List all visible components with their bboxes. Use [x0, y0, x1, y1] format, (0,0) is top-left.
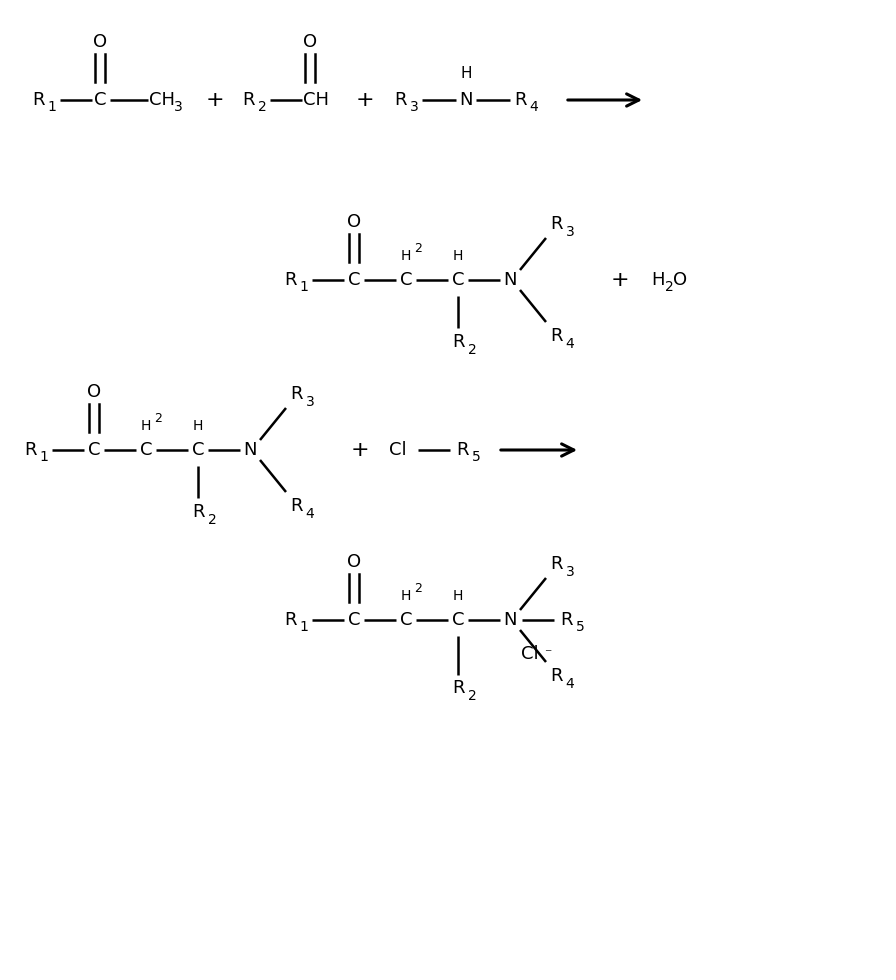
Text: 2: 2 — [208, 513, 216, 527]
Text: 2: 2 — [665, 280, 674, 294]
Text: R: R — [242, 91, 254, 109]
Text: 4: 4 — [565, 677, 574, 691]
Text: 5: 5 — [575, 620, 584, 634]
Text: O: O — [93, 33, 107, 51]
Text: R: R — [24, 441, 36, 459]
Text: H: H — [452, 589, 463, 603]
Text: R: R — [550, 215, 563, 233]
Text: 1: 1 — [39, 450, 48, 464]
Text: 3: 3 — [174, 100, 183, 114]
Text: R: R — [393, 91, 406, 109]
Text: R: R — [31, 91, 44, 109]
Text: 3: 3 — [306, 395, 314, 409]
Text: N: N — [460, 91, 473, 109]
Text: 4: 4 — [565, 337, 574, 351]
Text: 2: 2 — [154, 412, 162, 424]
Text: 2: 2 — [468, 343, 477, 357]
Text: 1: 1 — [299, 620, 308, 634]
Text: N: N — [504, 611, 517, 629]
Text: +: + — [350, 440, 369, 460]
Text: +: + — [206, 90, 224, 110]
Text: 3: 3 — [409, 100, 418, 114]
Text: R: R — [192, 503, 204, 521]
Text: O: O — [303, 33, 317, 51]
Text: H: H — [461, 67, 472, 81]
Text: 1: 1 — [47, 100, 56, 114]
Text: R: R — [289, 497, 302, 515]
Text: R: R — [456, 441, 469, 459]
Text: C: C — [88, 441, 100, 459]
Text: R: R — [452, 333, 464, 351]
Text: 3: 3 — [565, 565, 574, 579]
Text: N: N — [504, 271, 517, 289]
Text: C: C — [94, 91, 107, 109]
Text: O: O — [87, 383, 101, 401]
Text: CH: CH — [303, 91, 329, 109]
Text: R: R — [550, 667, 563, 685]
Text: R: R — [513, 91, 526, 109]
Text: 1: 1 — [299, 280, 308, 294]
Text: H: H — [401, 589, 411, 603]
Text: R: R — [289, 385, 302, 403]
Text: H: H — [651, 271, 665, 289]
Text: R: R — [550, 327, 563, 345]
Text: R: R — [550, 555, 563, 573]
Text: 2: 2 — [258, 100, 266, 114]
Text: C: C — [192, 441, 204, 459]
Text: H: H — [452, 249, 463, 263]
Text: Cl: Cl — [521, 645, 538, 663]
Text: C: C — [348, 271, 360, 289]
Text: C: C — [348, 611, 360, 629]
Text: R: R — [284, 611, 297, 629]
Text: C: C — [452, 271, 464, 289]
Text: 2: 2 — [468, 689, 477, 703]
Text: CH: CH — [149, 91, 175, 109]
Text: O: O — [347, 213, 361, 231]
Text: 2: 2 — [414, 241, 422, 255]
Text: R: R — [560, 611, 573, 629]
Text: N: N — [243, 441, 257, 459]
Text: +: + — [611, 270, 629, 290]
Text: 5: 5 — [471, 450, 480, 464]
Text: +: + — [356, 90, 375, 110]
Text: C: C — [400, 611, 412, 629]
Text: R: R — [452, 679, 464, 697]
Text: 3: 3 — [565, 225, 574, 239]
Text: 4: 4 — [530, 100, 538, 114]
Text: C: C — [452, 611, 464, 629]
Text: C: C — [140, 441, 152, 459]
Text: O: O — [673, 271, 687, 289]
Text: 2: 2 — [414, 581, 422, 595]
Text: O: O — [347, 553, 361, 571]
Text: H: H — [401, 249, 411, 263]
Text: H: H — [193, 419, 203, 433]
Text: 4: 4 — [306, 507, 314, 521]
Text: H: H — [141, 419, 151, 433]
Text: R: R — [284, 271, 297, 289]
Text: C: C — [400, 271, 412, 289]
Text: ⁻: ⁻ — [544, 647, 552, 661]
Text: Cl: Cl — [389, 441, 407, 459]
